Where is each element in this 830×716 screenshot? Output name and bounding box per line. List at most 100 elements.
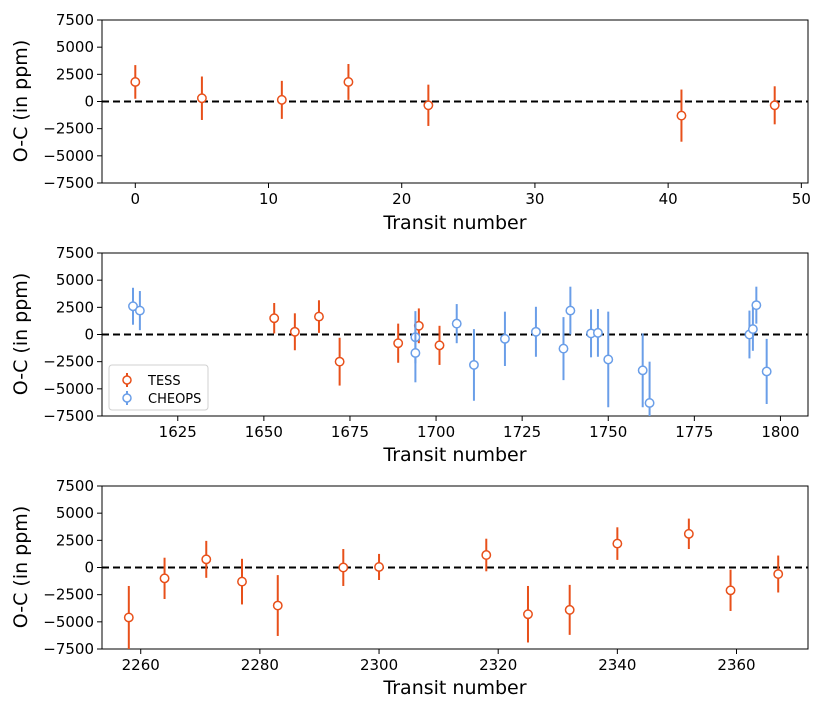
tess-point: [272, 600, 283, 611]
panel-1-ytick-label: 0: [84, 93, 94, 111]
legend-entry-cheops: CHEOPS: [122, 391, 201, 407]
panel-2-ytick-label: −5000: [43, 380, 94, 398]
tess-point: [269, 313, 280, 324]
legend-cheops-marker: [122, 393, 132, 403]
panel-2-ytick-label: 0: [84, 326, 94, 344]
panel-1-xtick-label: 40: [659, 190, 678, 208]
panel-2-xtick-label: 1800: [761, 423, 799, 441]
tess-point: [676, 110, 687, 121]
panel-3-ylabel: O-C (in ppm): [10, 506, 32, 628]
panel-1-xtick-label: 50: [792, 190, 811, 208]
cheops-point: [644, 398, 655, 408]
legend-tess-marker: [122, 375, 132, 385]
panel-2-ytick-label: 5000: [56, 271, 94, 289]
panel-2-xtick-label: 1625: [159, 423, 197, 441]
panel-1-series: [102, 64, 808, 142]
tess-point: [523, 609, 533, 620]
panel-3: 2260 2280 2300 2320 2340 2360 7500 5000 2500 0 −25…: [10, 477, 809, 699]
panel-2-ytick-label: 2500: [56, 298, 94, 316]
panel-1-ytick-label: −2500: [43, 120, 94, 138]
panel-2-xtick-label: 1750: [589, 423, 627, 441]
panel-1-ytick-label: −7500: [43, 174, 94, 192]
panel-1-ticks: 0 10 20 30 40 50 7500 5000 2500 0 −2500 −5000 −7500: [43, 11, 811, 208]
tess-point: [338, 562, 349, 573]
panel-1-ylabel: O-C (in ppm): [10, 40, 32, 162]
panel-1-xtick-label: 10: [259, 190, 278, 208]
cheops-point: [592, 327, 603, 338]
panel-3-series: [102, 518, 808, 649]
tess-point: [343, 76, 354, 87]
panel-1: 0 10 20 30 40 507500500025000−2500−5000−7500 …: [10, 11, 811, 234]
cheops-point: [565, 305, 576, 316]
tess-point: [201, 554, 212, 565]
panel-3-ytick-label: 0: [84, 559, 94, 577]
tess-point: [196, 93, 207, 104]
panel-3-xtick-label: 2340: [598, 656, 636, 674]
tess-point: [769, 100, 780, 111]
cheops-point: [603, 354, 614, 365]
tess-point: [159, 573, 170, 584]
cheops-point: [747, 324, 758, 335]
panel-3-ytick-label: 2500: [56, 531, 94, 549]
cheops-point: [558, 343, 569, 354]
tess-point: [773, 569, 784, 579]
panel-1-xtick-label: 30: [525, 190, 544, 208]
cheops-point: [468, 359, 479, 370]
tess-point: [130, 76, 141, 87]
panel-3-ytick-label: 5000: [56, 504, 94, 522]
tess-point: [683, 528, 694, 539]
panel-3-ytick-label: 7500: [56, 477, 94, 495]
panel-2-ytick-label: −2500: [43, 353, 94, 371]
legend-entry-tess: TESS: [122, 373, 181, 389]
panel-3-ticks: 2260 2280 2300 2320 2340 2360 7500 5000 2500 0 −25…: [43, 477, 755, 674]
panel-3-xtick-label: 2260: [122, 656, 160, 674]
legend-cheops-label: CHEOPS: [148, 392, 201, 407]
tess-point: [393, 338, 404, 349]
legend-box: [108, 364, 209, 411]
panel-1-xlabel: Transit number: [382, 212, 526, 234]
panel-1-ytick-label: −5000: [43, 147, 94, 165]
panel-2-xtick-label: 1675: [331, 423, 369, 441]
panel-1-ytick-label: 2500: [56, 65, 94, 83]
panel-2-series: [102, 286, 808, 416]
cheops-point: [761, 366, 772, 377]
panel-2-xtick-label: 1725: [503, 423, 541, 441]
panel-2-xlabel: Transit number: [382, 444, 526, 466]
panel-2-ytick-label: −7500: [43, 407, 94, 425]
panel-3-ytick-label: −5000: [43, 613, 94, 631]
tess-point: [434, 340, 445, 351]
panel-2-legend: TESS CHEOPS: [108, 364, 209, 411]
cheops-point: [530, 326, 541, 337]
panel-1-xtick-label: 0: [131, 190, 141, 208]
panel-1-xtick-label: 20: [392, 190, 411, 208]
tess-point: [374, 562, 384, 572]
tess-point: [423, 100, 434, 111]
tess-point: [481, 550, 492, 560]
cheops-point: [134, 305, 145, 316]
tess-point: [564, 604, 575, 615]
tess-point: [314, 311, 324, 322]
cheops-point: [410, 348, 421, 358]
panel-3-xlabel: Transit number: [382, 677, 526, 699]
panel-2-xtick-label: 1650: [245, 423, 283, 441]
cheops-point: [499, 333, 510, 344]
panel-2-xtick-label: 1775: [675, 423, 713, 441]
cheops-point: [751, 300, 762, 311]
legend-tess-label: TESS: [147, 374, 181, 389]
panel-2-ticks: 1625 1650 1675 1700 1725 1750 1775 1800 7500 5000…: [43, 244, 799, 441]
panel-2: 1625 1650 1675 1700 1725 1750 1775 1800 7500 5000…: [10, 244, 809, 466]
panel-2-ylabel: O-C (in ppm): [10, 273, 32, 395]
panel-3-xtick-label: 2320: [479, 656, 517, 674]
panel-3-xtick-label: 2280: [241, 656, 279, 674]
cheops-point: [128, 301, 138, 312]
tess-point: [289, 326, 300, 337]
panel-2-ytick-label: 7500: [56, 244, 94, 262]
tess-point: [237, 576, 247, 587]
tess-point: [612, 538, 623, 549]
cheops-point: [637, 365, 648, 376]
panel-1-ytick-label: 7500: [56, 11, 94, 29]
tess-point: [123, 612, 134, 623]
panel-2-xtick-label: 1700: [417, 423, 455, 441]
